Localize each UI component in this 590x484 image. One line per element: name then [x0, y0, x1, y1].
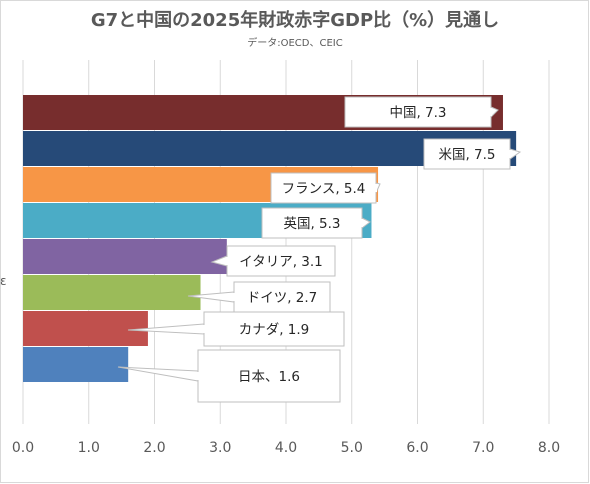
chart-title: G7と中国の2025年財政赤字GDP比（%）見通し	[90, 10, 500, 31]
data-label: ドイツ, 2.7	[187, 281, 331, 313]
axis-stray-label: ε	[0, 274, 7, 288]
data-label: フランス, 5.4	[270, 172, 381, 204]
x-tick-label: 3.0	[209, 440, 231, 456]
x-tick-label: 4.0	[275, 440, 297, 456]
data-label-text: カナダ, 1.9	[239, 322, 310, 338]
chart-subtitle: データ:OECD、CEIC	[247, 38, 343, 49]
bars	[23, 95, 517, 382]
data-label-text: 英国, 5.3	[283, 215, 340, 232]
data-label: 日本、1.6	[117, 349, 341, 403]
bar	[23, 275, 201, 310]
data-label-text: イタリア, 3.1	[239, 254, 323, 270]
x-tick-label: 1.0	[78, 440, 100, 456]
data-label: カナダ, 1.9	[127, 311, 345, 347]
x-axis-ticks: 0.0 1.0 2.0 3.0 4.0 5.0 6.0 7.0 8.0	[12, 440, 560, 456]
data-label: イタリア, 3.1	[210, 245, 336, 277]
bar	[23, 239, 227, 274]
x-tick-label: 5.0	[341, 440, 363, 456]
data-label-text: 米国, 7.5	[438, 147, 495, 163]
bar	[23, 311, 148, 346]
data-label-text: ドイツ, 2.7	[247, 290, 318, 306]
x-tick-label: 2.0	[143, 440, 165, 456]
data-label: 中国, 7.3	[344, 96, 499, 128]
bar	[23, 347, 129, 382]
data-label-text: 中国, 7.3	[389, 105, 446, 121]
x-tick-label: 8.0	[538, 440, 560, 456]
x-tick-label: 0.0	[12, 440, 34, 456]
data-label-text: フランス, 5.4	[282, 181, 366, 197]
data-label-text: 日本、1.6	[238, 369, 300, 385]
data-labels: 中国, 7.3 米国, 7.5 フランス, 5.4 英国, 5.3 イタリア, 3.1 ド…	[117, 96, 522, 403]
data-label: 英国, 5.3	[261, 207, 371, 239]
data-label: 米国, 7.5	[423, 138, 522, 170]
x-tick-label: 7.0	[472, 440, 494, 456]
x-tick-label: 6.0	[406, 440, 428, 456]
